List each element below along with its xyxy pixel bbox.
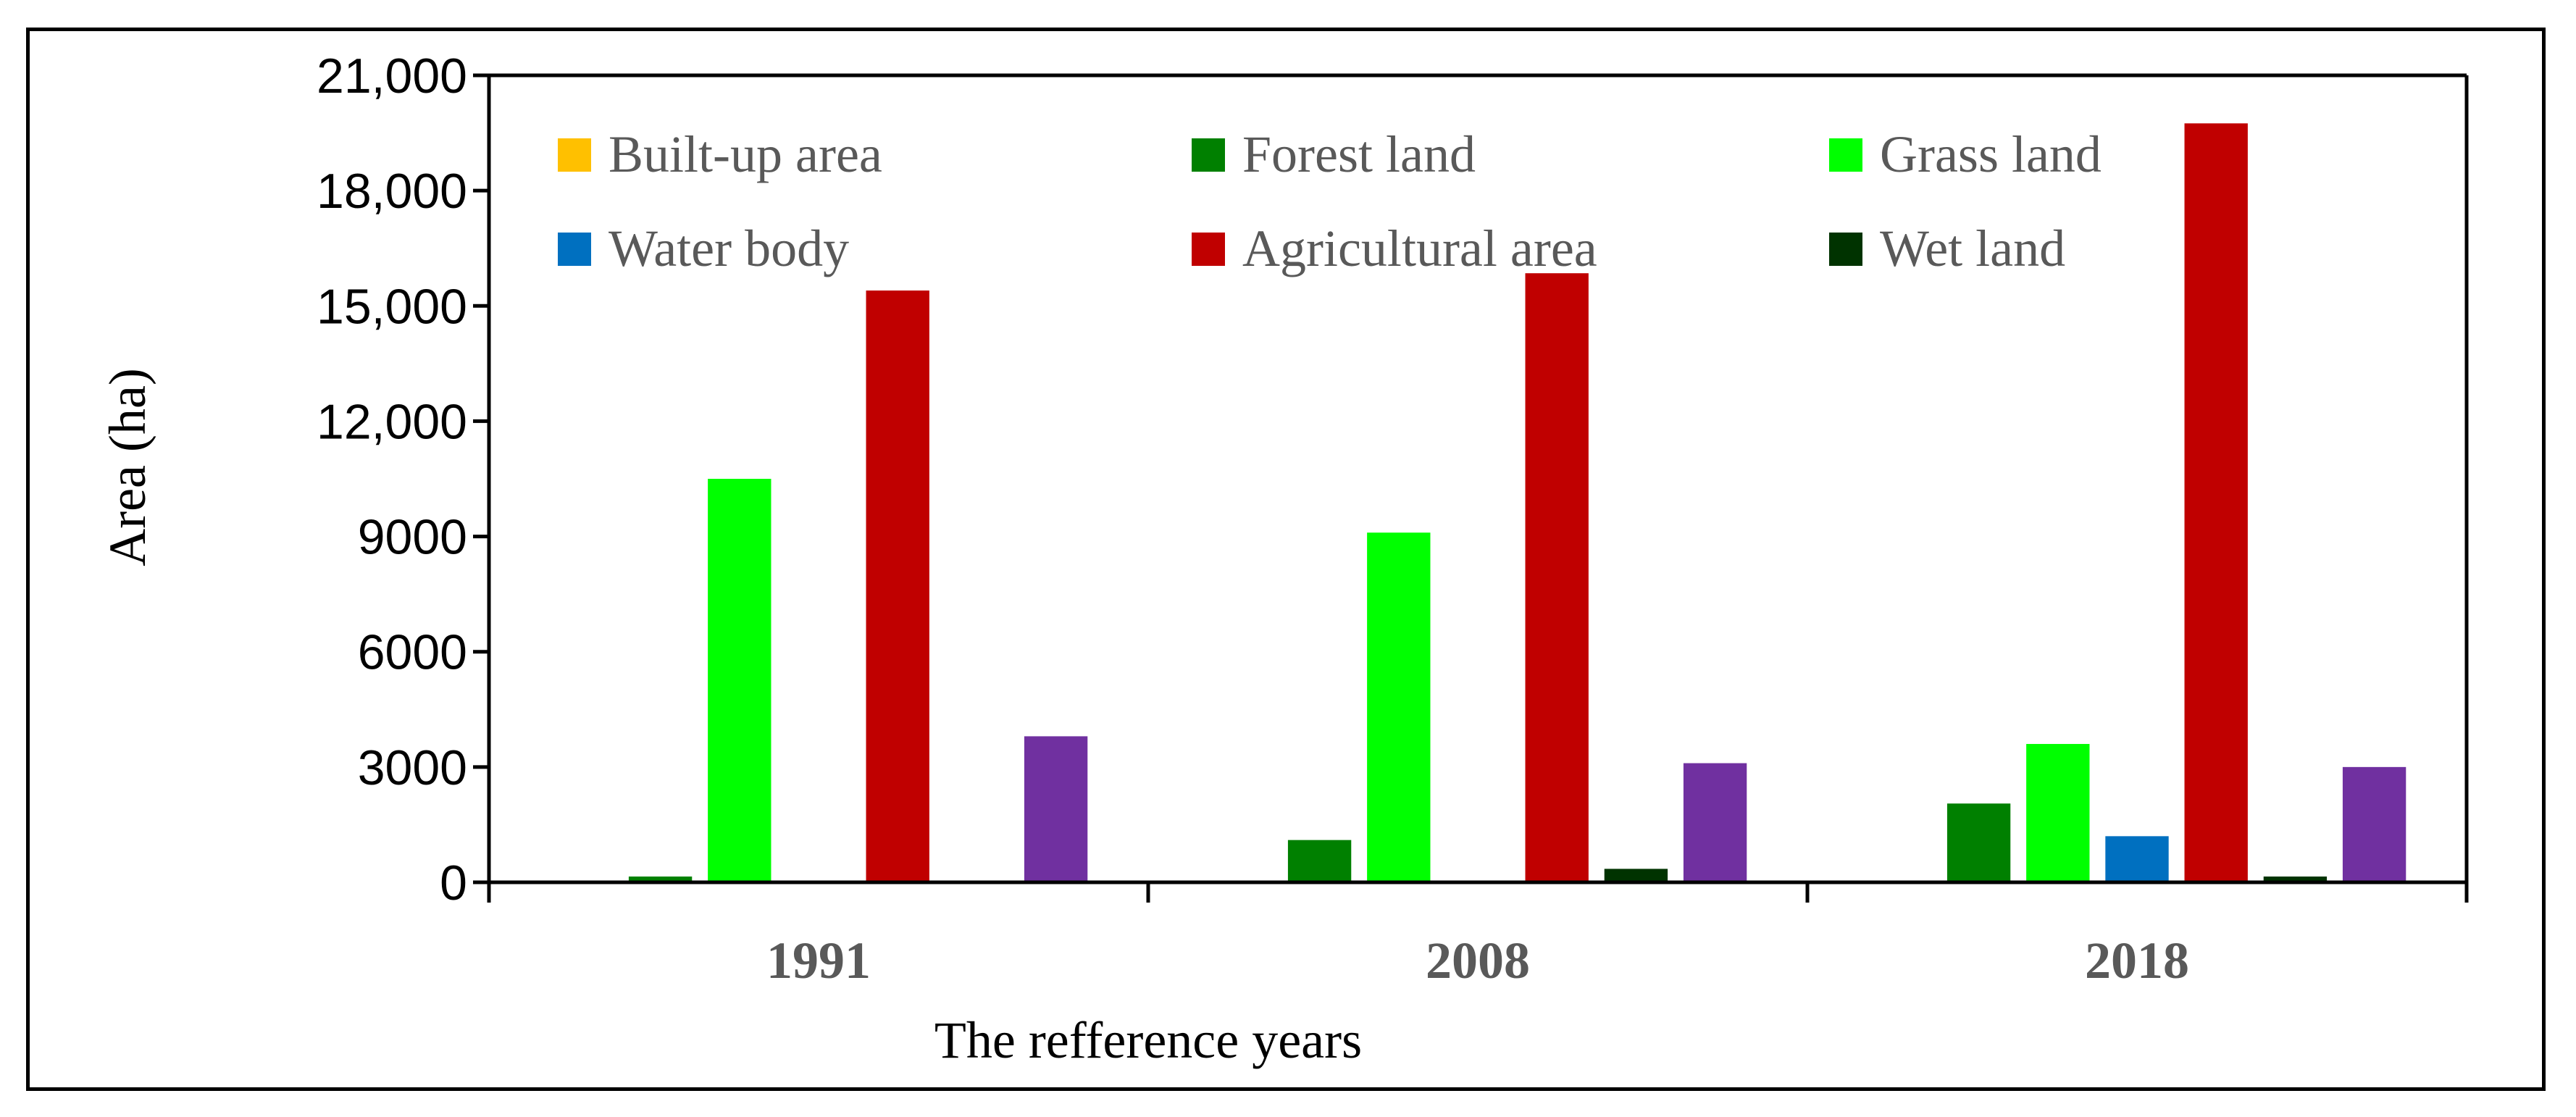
legend-label: Built-up area	[609, 125, 882, 183]
y-tick-label: 15,000	[317, 279, 467, 334]
y-tick-label: 21,000	[317, 49, 467, 104]
y-tick-label: 12,000	[317, 394, 467, 449]
legend-label: Forest land	[1242, 125, 1476, 183]
bar-wet-land-2018	[2263, 877, 2328, 882]
bar-wet-land-2008	[1604, 869, 1668, 882]
bar-series-7-2018	[2342, 766, 2406, 882]
legend-item-water-body: Water body	[558, 219, 849, 277]
x-tick-label: 1991	[766, 932, 871, 990]
bar-forest-land-1991	[628, 877, 693, 882]
y-tick-label: 18,000	[317, 164, 467, 219]
legend: Built-up area Forest land Grass land Water …	[558, 125, 2102, 277]
bar-series-7-1991	[1024, 736, 1088, 882]
bar-grass-land-2008	[1367, 532, 1431, 882]
chart-frame	[26, 28, 2546, 1091]
legend-label: Agricultural area	[1242, 219, 1597, 277]
legend-label: Wet land	[1880, 219, 2065, 277]
legend-label: Grass land	[1880, 125, 2102, 183]
legend-swatch	[1192, 138, 1225, 172]
bar-agricultural-area-2018	[2184, 123, 2248, 882]
y-axis-title: Area (ha)	[99, 368, 156, 566]
legend-item-agricultural-area: Agricultural area	[1192, 219, 1597, 277]
legend-item-grass-land: Grass land	[1829, 125, 2102, 183]
bar-agricultural-area-2008	[1525, 273, 1589, 882]
y-tick-label: 0	[440, 855, 467, 911]
y-tick-label: 6000	[358, 625, 467, 680]
legend-swatch	[1829, 138, 1862, 172]
legend-label: Water body	[609, 219, 849, 277]
x-axis-title: The refference years	[934, 1011, 1362, 1069]
legend-swatch	[558, 233, 591, 266]
legend-swatch	[1192, 233, 1225, 266]
legend-item-built-up-area: Built-up area	[558, 125, 882, 183]
bar-series-7-2008	[1683, 763, 1747, 882]
legend-swatch	[1829, 233, 1862, 266]
bars-layer	[628, 123, 2406, 883]
bar-agricultural-area-1991	[866, 290, 929, 883]
axes-layer: 0 3000 6000 9000 12,000 15,000 18,000 21,000 199…	[317, 49, 2469, 990]
legend-item-forest-land: Forest land	[1192, 125, 1476, 183]
bar-forest-land-2008	[1287, 840, 1352, 882]
x-tick-label: 2018	[2085, 932, 2189, 990]
y-tick-label: 9000	[358, 510, 467, 565]
bar-grass-land-1991	[708, 479, 771, 882]
bar-forest-land-2018	[1946, 803, 2011, 882]
x-tick-label: 2008	[1426, 932, 1530, 990]
legend-item-wet-land: Wet land	[1829, 219, 2065, 277]
y-tick-label: 3000	[358, 740, 467, 795]
bar-grass-land-2018	[2026, 744, 2090, 882]
legend-swatch	[558, 138, 591, 172]
bar-water-body-2018	[2105, 836, 2169, 882]
